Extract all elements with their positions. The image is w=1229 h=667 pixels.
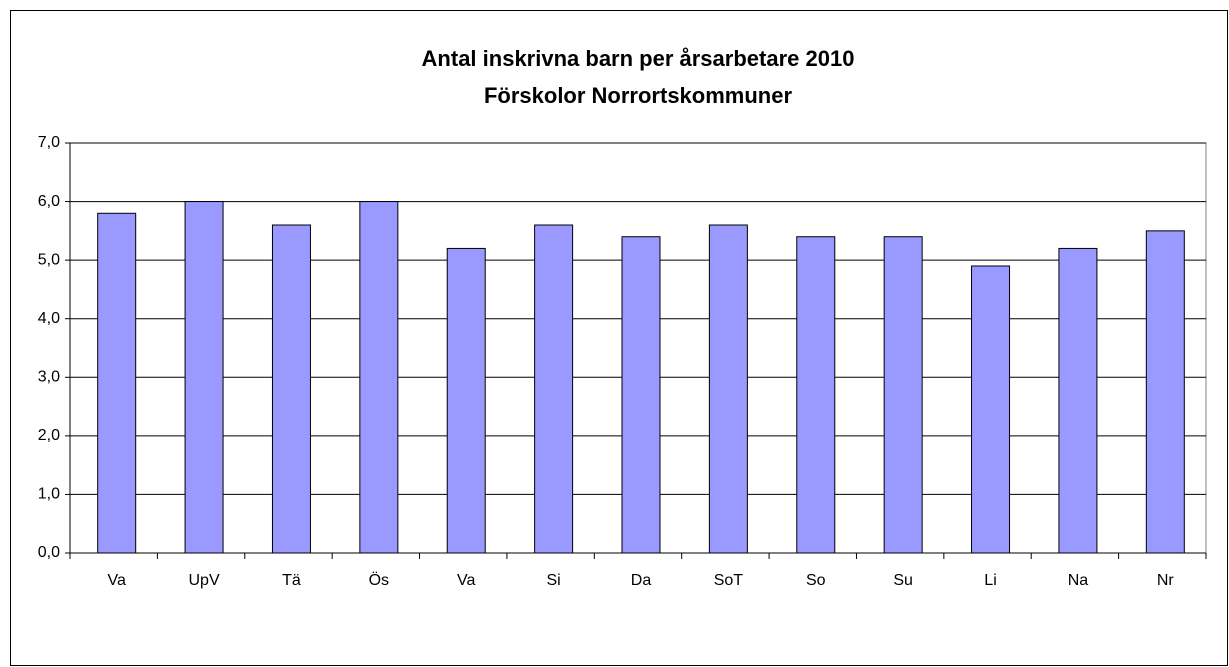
y-tick-label: 6,0: [38, 193, 60, 210]
bar: [971, 265, 1011, 554]
x-tick-label: Su: [893, 572, 913, 589]
bar: [1145, 230, 1185, 554]
y-tick-label: 4,0: [38, 310, 60, 327]
y-tick-label: 1,0: [38, 486, 60, 503]
bar: [621, 236, 661, 554]
bar: [534, 224, 574, 554]
y-tick-label: 7,0: [38, 134, 60, 151]
bar: [97, 212, 137, 554]
x-tick-label: SoT: [714, 572, 744, 589]
x-tick-label: Ös: [369, 571, 389, 589]
x-tick-label: Li: [984, 572, 996, 589]
x-tick-label: Va: [107, 572, 125, 589]
x-tick-label: Na: [1068, 572, 1089, 589]
chart-subtitle: Förskolor Norrortskommuner: [484, 83, 792, 108]
y-tick-label: 3,0: [38, 369, 60, 386]
bar: [1058, 247, 1098, 554]
x-tick-label: Da: [631, 572, 652, 589]
y-tick-label: 2,0: [38, 427, 60, 444]
bar: [271, 224, 311, 554]
bar: [883, 236, 923, 554]
bar: [796, 236, 836, 554]
y-tick-label: 0,0: [38, 544, 60, 561]
y-tick-label: 5,0: [38, 251, 60, 268]
bar: [359, 201, 399, 554]
x-tick-label: So: [806, 572, 826, 589]
x-tick-label: Nr: [1157, 572, 1175, 589]
bar: [446, 247, 486, 554]
x-tick-label: UpV: [189, 572, 220, 589]
x-tick-label: Si: [546, 572, 560, 589]
bar: [184, 201, 224, 554]
x-tick-label: Va: [457, 572, 475, 589]
bar: [708, 224, 748, 554]
x-tick-label: Tä: [282, 572, 301, 589]
chart-title: Antal inskrivna barn per årsarbetare 201…: [422, 46, 855, 71]
